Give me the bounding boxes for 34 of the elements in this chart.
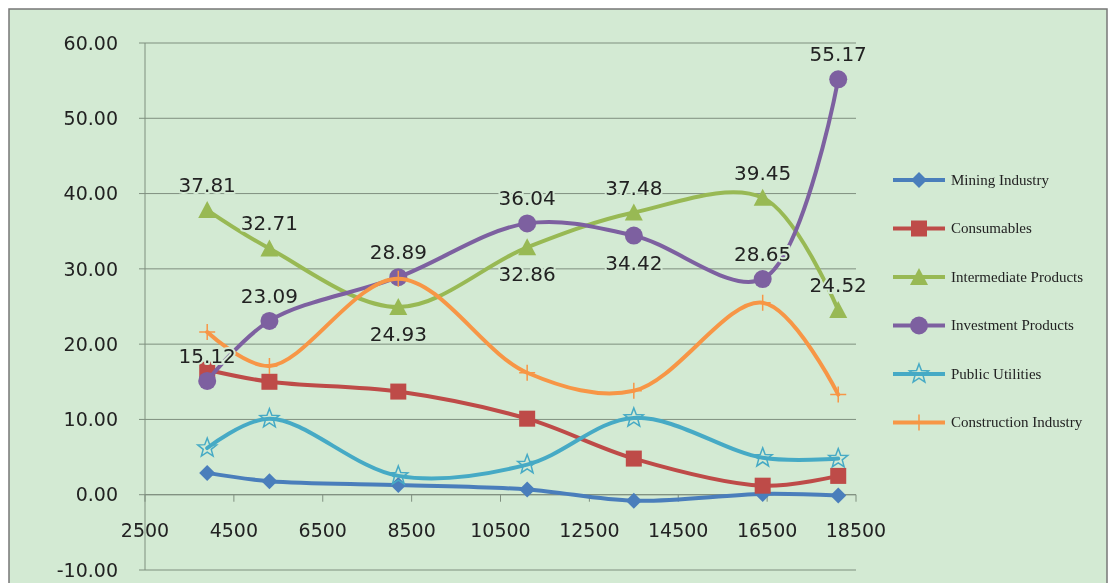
x-tick-label: 4500 <box>209 518 259 541</box>
legend-label: Mining Industry <box>951 171 1050 188</box>
legend-label: Consumables <box>951 220 1032 236</box>
x-tick-label: 14500 <box>648 518 709 541</box>
legend-label: Construction Industry <box>951 414 1083 430</box>
y-tick-label: 10.00 <box>63 408 118 431</box>
y-tick-label: 30.00 <box>63 257 118 280</box>
data-label: 32.71 <box>240 211 299 236</box>
data-label: 37.81 <box>178 173 236 198</box>
data-label: 32.86 <box>498 262 556 287</box>
x-tick-label: 18500 <box>825 518 887 541</box>
data-label: 34.42 <box>605 250 663 275</box>
legend-label: Investment Products <box>951 317 1075 333</box>
data-label: 36.04 <box>498 186 556 211</box>
x-tick-label: 2500 <box>120 518 170 541</box>
data-label: 23.09 <box>240 283 299 308</box>
data-label: 28.89 <box>369 240 427 265</box>
x-tick-label: 10500 <box>470 518 531 541</box>
y-tick-label: 60.00 <box>63 31 118 54</box>
data-label: 37.48 <box>605 175 663 200</box>
x-tick-label: 16500 <box>736 518 798 541</box>
legend-label: Intermediate Products <box>951 268 1084 285</box>
y-tick-label: 40.00 <box>63 182 118 205</box>
data-label: 55.17 <box>809 42 867 67</box>
y-tick-label: 20.00 <box>63 332 118 355</box>
data-label: 39.45 <box>734 160 792 185</box>
x-tick-label: 8500 <box>387 518 436 541</box>
x-tick-label: 12500 <box>559 518 620 541</box>
y-tick-label: 0.00 <box>75 483 118 506</box>
legend-label: Public Utilities <box>951 365 1042 382</box>
y-tick-label: -10.00 <box>56 558 118 581</box>
x-tick-label: 6500 <box>298 518 347 541</box>
y-tick-label: 50.00 <box>63 106 118 129</box>
data-label: 24.93 <box>369 322 427 347</box>
